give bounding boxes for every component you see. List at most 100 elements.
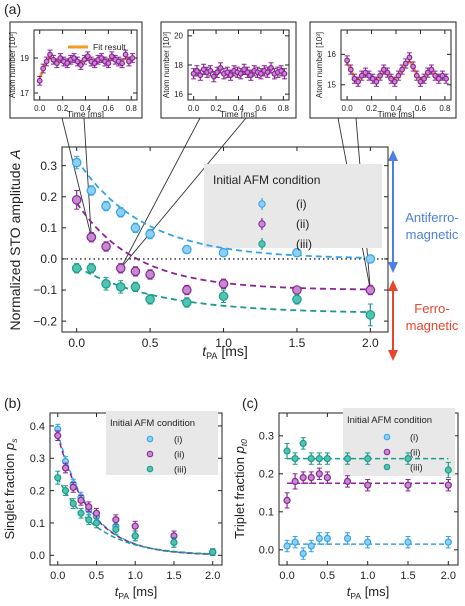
data-point — [292, 247, 302, 258]
data-point — [145, 294, 155, 305]
fit-curve — [57, 477, 213, 555]
legend-title: Initial AFM condition — [110, 418, 195, 429]
data-point — [131, 532, 139, 540]
data-point — [218, 291, 229, 302]
x-tick-label: 0.6 — [415, 104, 427, 113]
data-point — [92, 509, 101, 517]
data-point — [439, 72, 446, 79]
chart-b: 0.0 0.5 1.0 1.5 2.0 0.0 0.1 0.2 0.3 0.4 Initial AF… — [2, 411, 223, 601]
x-axis-label: tPA [ms] — [347, 584, 390, 601]
magnetic-arrows: Antiferro-magnetic Ferro-magnetic — [388, 150, 459, 361]
data-point — [218, 247, 229, 258]
x-tick-label: 0.0 — [34, 104, 46, 113]
data-point — [237, 70, 244, 77]
data-point — [315, 470, 323, 478]
y-tick-label: 0.2 — [30, 485, 45, 497]
connector-line — [83, 117, 92, 238]
chart-inset2: 0.0 0.2 0.4 0.6 0.8 16 18 20 Time [ms] Atom numbe… — [162, 29, 290, 119]
data-point — [101, 241, 111, 252]
fm-label: magnetic — [406, 318, 459, 333]
legend-box — [204, 164, 382, 248]
legend-marker — [383, 463, 391, 471]
data-point — [264, 69, 271, 76]
data-point — [145, 229, 155, 239]
data-point — [53, 60, 60, 67]
x-tick-label: 1.5 — [400, 570, 415, 582]
x-tick-label: 1.0 — [360, 570, 375, 582]
x-axis-label: Time [ms] — [67, 109, 104, 119]
legend-label: Fit result — [93, 42, 126, 52]
data-point — [399, 66, 406, 73]
legend-title: Initial AFM condition — [213, 173, 320, 187]
y-axis-label: Atom number [10³] — [162, 32, 171, 98]
data-point — [77, 509, 85, 517]
legend-label: (iii) — [410, 463, 423, 474]
y-tick-label: −0.1 — [33, 283, 57, 297]
data-point — [404, 481, 412, 489]
chart-inset3: 0.0 0.2 0.4 0.6 0.8 15 16 Time [ms] Atom number … — [315, 29, 452, 119]
y-axis-label: Triplet fraction pt0 — [232, 439, 249, 539]
x-tick-label: 0.0 — [279, 570, 294, 582]
fit-curve — [76, 265, 371, 313]
y-axis-label: Atom number [10³] — [315, 32, 324, 98]
data-point — [218, 279, 229, 289]
data-point — [444, 481, 452, 489]
y-tick-label: 17 — [20, 89, 29, 98]
data-point — [384, 69, 391, 76]
data-point — [307, 474, 315, 482]
chart-c: 0.0 0.5 1.0 1.5 2.0 0.0 0.1 0.2 0.3 Initial AFM c… — [232, 408, 459, 601]
x-tick-label: 0.6 — [103, 104, 115, 113]
data-point — [391, 78, 398, 85]
x-tick-label: 0.4 — [390, 104, 402, 113]
data-point — [344, 57, 351, 64]
legend-label: (ii) — [410, 448, 421, 459]
legend-marker — [146, 435, 154, 443]
x-tick-label: 0.5 — [142, 336, 159, 350]
data-point — [92, 519, 101, 527]
data-point — [380, 66, 387, 73]
data-point — [369, 75, 376, 82]
data-point — [71, 157, 82, 168]
data-point — [101, 279, 111, 289]
legend-marker — [146, 450, 154, 458]
data-point — [291, 538, 299, 546]
data-point — [281, 70, 288, 77]
data-point — [291, 455, 299, 463]
data-point — [182, 285, 192, 295]
legend-box — [106, 411, 218, 475]
data-point — [40, 65, 47, 72]
x-tick-label: 0.2 — [57, 104, 69, 113]
y-tick-label: 19 — [20, 54, 29, 63]
x-axis-label: Time [ms] — [378, 109, 415, 119]
legend-marker — [146, 465, 154, 473]
data-point — [112, 516, 120, 524]
y-tick-label: 0.0 — [40, 252, 57, 266]
data-point — [444, 538, 452, 546]
data-point — [443, 75, 450, 82]
data-point — [292, 294, 302, 305]
data-point — [86, 185, 97, 196]
data-point — [365, 310, 376, 320]
y-axis-label: Singlet fraction ps — [2, 438, 19, 540]
data-point — [343, 477, 352, 485]
legend-label: (iii) — [296, 237, 312, 251]
data-point — [214, 69, 221, 76]
x-tick-label: 0.4 — [80, 104, 92, 113]
y-tick-label: 0.2 — [40, 190, 57, 204]
legend-label: (i) — [410, 433, 418, 444]
y-tick-label: 0.1 — [30, 518, 45, 530]
data-point — [194, 67, 200, 74]
chart-inset1: 0.0 0.2 0.4 0.6 0.8 17 19 Time [ms] Atom number … — [8, 29, 138, 119]
x-tick-label: 0.8 — [126, 104, 138, 113]
legend-box — [343, 408, 455, 476]
data-point — [299, 549, 307, 558]
data-point — [323, 534, 331, 543]
data-point — [351, 75, 358, 82]
data-point — [115, 282, 126, 292]
data-point — [299, 439, 307, 447]
data-point — [130, 282, 141, 292]
afm-label: magnetic — [406, 227, 459, 242]
fm-label: Ferro- — [414, 301, 449, 316]
data-point — [283, 447, 291, 455]
x-tick-label: 2.0 — [362, 336, 379, 350]
